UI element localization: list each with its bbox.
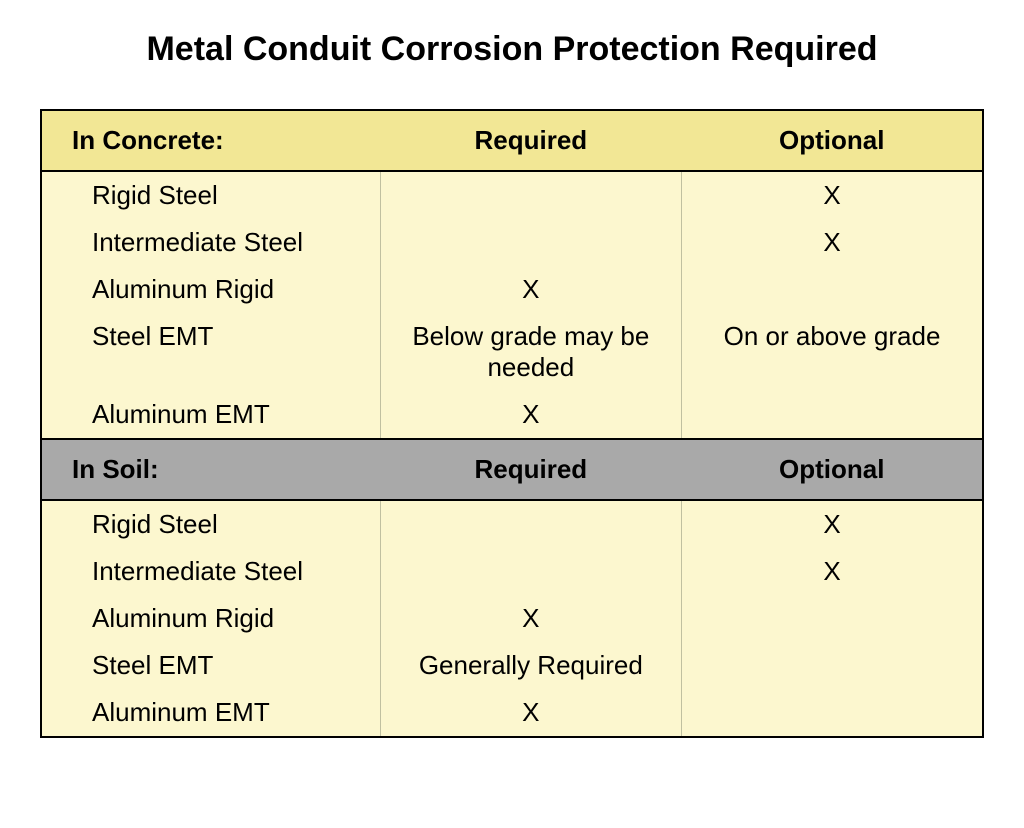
row-optional: [682, 595, 983, 642]
section-header-required: Required: [380, 110, 681, 171]
row-required: Generally Required: [380, 642, 681, 689]
table-row: Intermediate Steel X: [41, 219, 983, 266]
row-required: X: [380, 266, 681, 313]
section-header-label: In Concrete:: [41, 110, 380, 171]
table-row: Rigid Steel X: [41, 500, 983, 548]
row-required: [380, 219, 681, 266]
row-optional: [682, 642, 983, 689]
table-row: Intermediate Steel X: [41, 548, 983, 595]
table-body: In Concrete: Required Optional Rigid Ste…: [41, 110, 983, 737]
row-optional: X: [682, 500, 983, 548]
row-label: Intermediate Steel: [41, 219, 380, 266]
table-row: Aluminum EMT X: [41, 391, 983, 439]
row-label: Aluminum Rigid: [41, 266, 380, 313]
section-header-optional: Optional: [682, 110, 983, 171]
row-optional: X: [682, 548, 983, 595]
row-required: [380, 548, 681, 595]
row-required: X: [380, 391, 681, 439]
row-label: Intermediate Steel: [41, 548, 380, 595]
row-required: X: [380, 689, 681, 737]
section-header-concrete: In Concrete: Required Optional: [41, 110, 983, 171]
table-row: Rigid Steel X: [41, 171, 983, 219]
section-header-optional: Optional: [682, 439, 983, 500]
row-label: Rigid Steel: [41, 500, 380, 548]
table-row: Aluminum Rigid X: [41, 595, 983, 642]
row-optional: [682, 266, 983, 313]
row-optional: On or above grade: [682, 313, 983, 391]
row-optional: [682, 689, 983, 737]
section-header-required: Required: [380, 439, 681, 500]
corrosion-table: In Concrete: Required Optional Rigid Ste…: [40, 109, 984, 738]
row-required: [380, 171, 681, 219]
section-header-label: In Soil:: [41, 439, 380, 500]
page-title: Metal Conduit Corrosion Protection Requi…: [40, 30, 984, 69]
row-required: [380, 500, 681, 548]
row-optional: [682, 391, 983, 439]
table-row: Steel EMT Generally Required: [41, 642, 983, 689]
row-required: X: [380, 595, 681, 642]
row-optional: X: [682, 219, 983, 266]
row-label: Aluminum EMT: [41, 689, 380, 737]
table-row: Aluminum EMT X: [41, 689, 983, 737]
section-header-soil: In Soil: Required Optional: [41, 439, 983, 500]
row-label: Aluminum Rigid: [41, 595, 380, 642]
table-row: Steel EMT Below grade may be needed On o…: [41, 313, 983, 391]
row-label: Rigid Steel: [41, 171, 380, 219]
row-required: Below grade may be needed: [380, 313, 681, 391]
row-label: Steel EMT: [41, 313, 380, 391]
row-label: Aluminum EMT: [41, 391, 380, 439]
row-optional: X: [682, 171, 983, 219]
table-row: Aluminum Rigid X: [41, 266, 983, 313]
row-label: Steel EMT: [41, 642, 380, 689]
